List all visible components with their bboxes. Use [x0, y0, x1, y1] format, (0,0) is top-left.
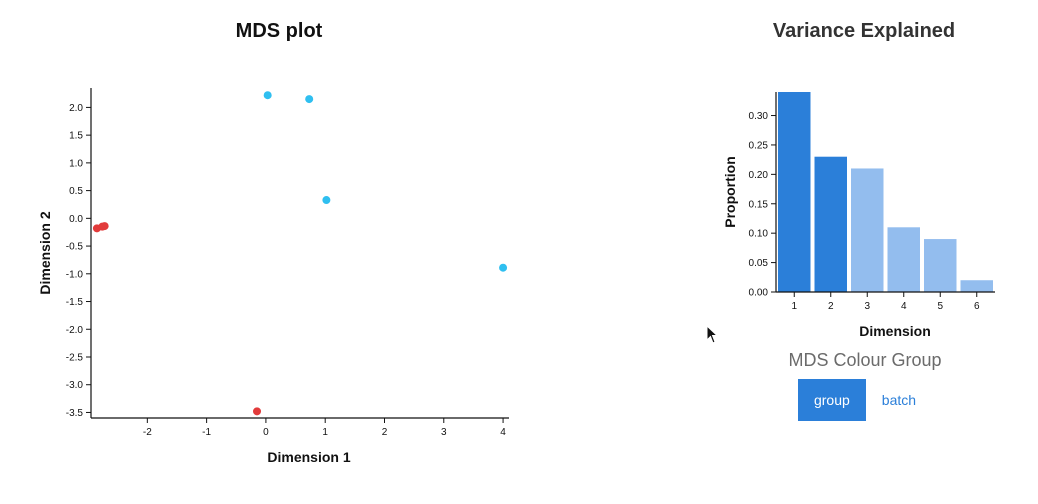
- mds-x-tick-label: 4: [500, 427, 506, 438]
- variance-bar: [851, 168, 884, 292]
- variance-bar: [814, 156, 847, 292]
- mds-y-tick-label: -1.0: [66, 269, 84, 280]
- mds-y-tick-label: -3.0: [66, 380, 84, 391]
- mds-y-tick-label: 2.0: [69, 103, 83, 114]
- variance-y-tick-label: 0.20: [749, 170, 769, 181]
- variance-y-tick-label: 0.10: [749, 229, 769, 240]
- mds-point: [263, 91, 272, 100]
- mds-y-tick-label: 0.5: [69, 186, 83, 197]
- mds-y-tick-label: 0.0: [69, 214, 83, 225]
- variance-title: Variance Explained: [773, 20, 955, 42]
- variance-x-tick-label: 2: [828, 301, 834, 312]
- mds-x-tick-label: 0: [263, 427, 269, 438]
- colour-group-panel: MDS Colour Group group batch: [760, 350, 970, 421]
- variance-plot: Variance Explained 0.000.050.100.150.200…: [722, 20, 995, 339]
- mds-point: [499, 263, 508, 272]
- mouse-cursor-icon: [706, 325, 718, 344]
- variance-y-axis-label: Proportion: [722, 156, 738, 228]
- variance-x-axis-label: Dimension: [859, 323, 931, 339]
- mds-x-tick-label: 3: [441, 427, 447, 438]
- mds-y-tick-label: -3.5: [66, 408, 84, 419]
- mds-y-tick-label: 1.5: [69, 131, 83, 142]
- batch-button[interactable]: batch: [866, 379, 932, 421]
- mds-point: [322, 196, 331, 205]
- mds-points: [92, 91, 508, 416]
- variance-bar: [960, 280, 993, 292]
- variance-bar: [924, 239, 957, 292]
- variance-y-tick-label: 0.30: [749, 111, 769, 122]
- mds-y-tick-label: -2.0: [66, 325, 84, 336]
- variance-x-tick-label: 4: [901, 301, 907, 312]
- group-button[interactable]: group: [797, 379, 866, 421]
- mds-x-tick-label: 2: [382, 427, 388, 438]
- colour-group-title: MDS Colour Group: [788, 350, 942, 370]
- variance-bar: [778, 92, 811, 292]
- mds-point: [305, 95, 314, 104]
- mds-point: [100, 222, 109, 231]
- mds-point: [253, 407, 262, 416]
- mds-y-axis-label: Dimension 2: [37, 211, 53, 294]
- variance-bar: [887, 227, 920, 292]
- variance-x-tick-label: 6: [974, 301, 980, 312]
- mds-title: MDS plot: [236, 20, 323, 42]
- variance-y-tick-label: 0.25: [749, 140, 769, 151]
- mds-y-tick-label: -1.5: [66, 297, 84, 308]
- variance-axes: 0.00 0.05 0.10 0.15 0.20 0.25 0.30 1 2 3 4 5 6: [749, 92, 995, 312]
- colour-group-buttons: group batch: [760, 379, 970, 421]
- variance-x-tick-label: 3: [864, 301, 870, 312]
- variance-y-tick-label: 0.05: [749, 258, 769, 269]
- variance-bars: [778, 92, 993, 292]
- mds-y-tick-label: 1.0: [69, 158, 83, 169]
- variance-x-tick-label: 5: [937, 301, 943, 312]
- mds-x-tick-label: 1: [322, 427, 328, 438]
- mds-y-tick-label: -2.5: [66, 352, 84, 363]
- mds-y-tick-label: -0.5: [66, 242, 84, 253]
- variance-y-tick-label: 0.15: [749, 199, 769, 210]
- mds-x-tick-label: -2: [143, 427, 152, 438]
- mds-x-tick-label: -1: [202, 427, 211, 438]
- variance-y-tick-label: 0.00: [749, 288, 769, 299]
- mds-x-axis-label: Dimension 1: [267, 449, 350, 465]
- mds-axes: -2 -1 0 1 2 3 4 2.0 1.5 1.0 0.5 0.0 -0.5 -1.0 -1.5 -2.0…: [66, 88, 509, 438]
- variance-x-tick-label: 1: [791, 301, 797, 312]
- mds-plot: MDS plot -2 -1 0 1 2 3 4 2.0 1.5 1.0 0.5 0.0 -0.5 -1.…: [37, 20, 509, 465]
